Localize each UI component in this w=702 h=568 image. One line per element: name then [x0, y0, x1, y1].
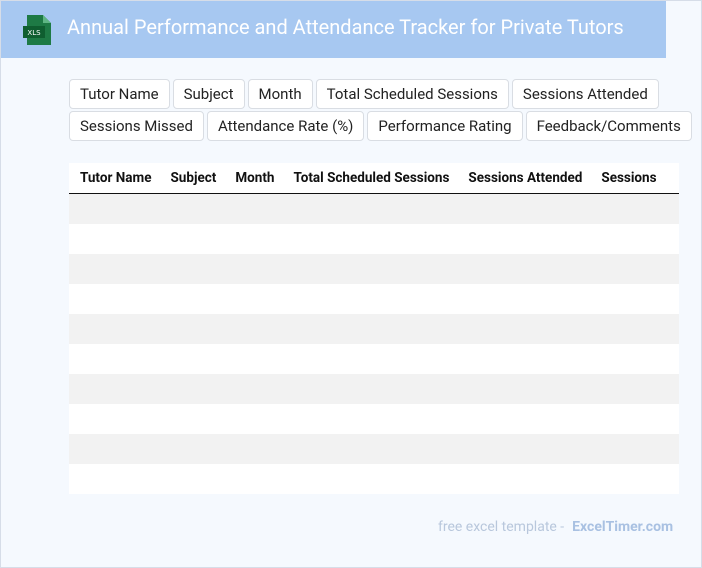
title: Annual Performance and Attendance Tracke… — [67, 15, 624, 39]
row — [69, 464, 679, 494]
row — [69, 284, 679, 314]
field-chip[interactable]: Subject — [172, 79, 245, 109]
table-body — [69, 194, 679, 494]
field-chip[interactable]: Sessions Attended — [511, 79, 659, 109]
footer-text: free excel template - — [438, 519, 565, 535]
column-header: Subject — [170, 170, 217, 186]
field-chip[interactable]: Month — [247, 79, 313, 109]
field-chip[interactable]: Feedback/Comments — [525, 111, 692, 141]
row — [69, 314, 679, 344]
footer-link[interactable]: ExcelTimer.com — [572, 519, 674, 535]
column-header: Month — [235, 170, 275, 186]
field-chip[interactable]: Attendance Rate (%) — [206, 111, 365, 141]
field-chip[interactable]: Sessions Missed — [69, 111, 204, 141]
icon-label: XLS — [27, 29, 41, 37]
field-chips: Tutor Name Subject Month Total Scheduled Se… — [69, 79, 699, 141]
table: Tutor Name Subject Month Total Scheduled Se… — [69, 163, 679, 494]
field-chip[interactable]: Performance Rating — [367, 111, 523, 141]
row — [69, 254, 679, 284]
field-chip[interactable]: Tutor Name — [69, 79, 170, 109]
row — [69, 404, 679, 434]
row — [69, 374, 679, 404]
column-header: Tutor Name — [80, 170, 152, 186]
row — [69, 344, 679, 374]
header: XLS Annual Performance and Attendance Tr… — [1, 1, 666, 58]
column-header: Sessions — [601, 170, 657, 186]
column-header: Sessions Attended — [468, 170, 583, 186]
row — [69, 194, 679, 224]
footer: free excel template - ExcelTimer.com — [438, 519, 673, 535]
table-header: Tutor Name Subject Month Total Scheduled Se… — [69, 163, 679, 194]
column-header: Total Scheduled Sessions — [293, 170, 450, 186]
row — [69, 224, 679, 254]
row — [69, 434, 679, 464]
excel-icon: XLS — [23, 15, 51, 45]
field-chip[interactable]: Total Scheduled Sessions — [315, 79, 509, 109]
